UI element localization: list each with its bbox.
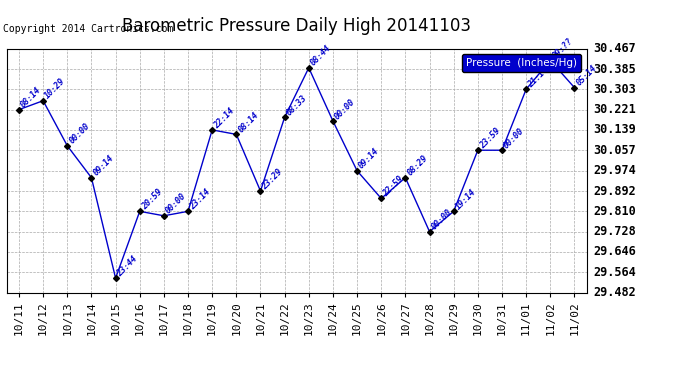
Text: 29.810: 29.810 <box>593 205 636 218</box>
Text: 08:14: 08:14 <box>19 86 43 109</box>
Text: 30.057: 30.057 <box>593 144 636 157</box>
Text: 05:14: 05:14 <box>574 63 598 88</box>
Text: 23:59: 23:59 <box>477 126 502 150</box>
Text: 08:33: 08:33 <box>284 93 308 117</box>
Text: 20:59: 20:59 <box>139 187 164 211</box>
Text: 29.728: 29.728 <box>593 225 636 238</box>
Text: 22:59: 22:59 <box>381 174 405 198</box>
Text: 21:14: 21:14 <box>526 65 550 89</box>
Text: 29.974: 29.974 <box>593 164 636 177</box>
Text: 08:14: 08:14 <box>236 110 260 134</box>
Text: 00:00: 00:00 <box>68 122 91 146</box>
Text: 00:00: 00:00 <box>333 97 357 121</box>
Text: 19:14: 19:14 <box>454 187 477 211</box>
Text: 29.564: 29.564 <box>593 266 636 279</box>
Text: Barometric Pressure Daily High 20141103: Barometric Pressure Daily High 20141103 <box>122 17 471 35</box>
Text: 22:14: 22:14 <box>213 106 236 130</box>
Text: 23:44: 23:44 <box>115 254 139 278</box>
Text: 10:29: 10:29 <box>43 76 67 101</box>
Text: 30.467: 30.467 <box>593 42 636 55</box>
Text: 30.139: 30.139 <box>593 123 636 136</box>
Text: 08:44: 08:44 <box>308 44 333 68</box>
Legend: Pressure  (Inches/Hg): Pressure (Inches/Hg) <box>462 54 581 72</box>
Text: 23:29: 23:29 <box>261 167 284 191</box>
Text: 30.385: 30.385 <box>593 63 636 75</box>
Text: Copyright 2014 Cartronics.com: Copyright 2014 Cartronics.com <box>3 24 174 34</box>
Text: 29.646: 29.646 <box>593 245 636 258</box>
Text: 09:14: 09:14 <box>357 147 381 171</box>
Text: 08:29: 08:29 <box>406 154 429 178</box>
Text: 29.482: 29.482 <box>593 286 636 299</box>
Text: 00:00: 00:00 <box>429 208 453 232</box>
Text: 09:14: 09:14 <box>91 154 115 178</box>
Text: 30.221: 30.221 <box>593 103 636 116</box>
Text: 00:00: 00:00 <box>502 126 526 150</box>
Text: 30.303: 30.303 <box>593 83 636 96</box>
Text: 09:??: 09:?? <box>551 36 574 60</box>
Text: 29.892: 29.892 <box>593 184 636 198</box>
Text: 00:00: 00:00 <box>164 192 188 216</box>
Text: 23:14: 23:14 <box>188 187 212 211</box>
